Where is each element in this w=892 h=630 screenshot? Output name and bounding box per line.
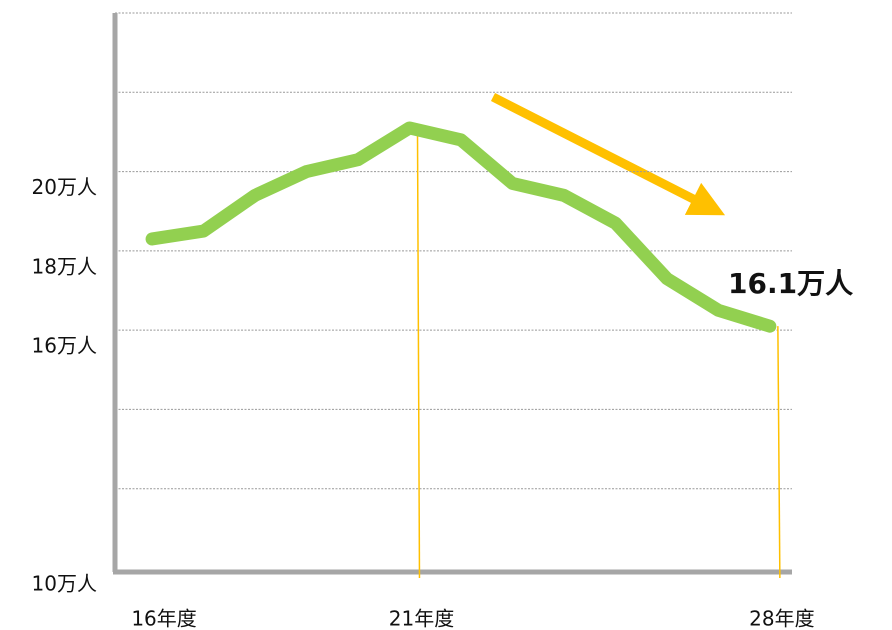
- y-tick-label: 18万人: [32, 254, 97, 278]
- x-tick-label: 21年度: [389, 607, 454, 630]
- annotation: 16.1万人: [728, 267, 853, 300]
- x-tick-label: 16年度: [131, 607, 196, 630]
- y-tick-label: 10万人: [32, 572, 97, 596]
- drop-line: [416, 127, 421, 579]
- y-tick-label: 20万人: [32, 175, 97, 199]
- y-tick-label: 16万人: [32, 334, 97, 358]
- drop-line: [777, 326, 781, 579]
- trend-arrow: [490, 92, 726, 216]
- data-line: [145, 121, 777, 333]
- x-tick-label: 28年度: [749, 607, 814, 630]
